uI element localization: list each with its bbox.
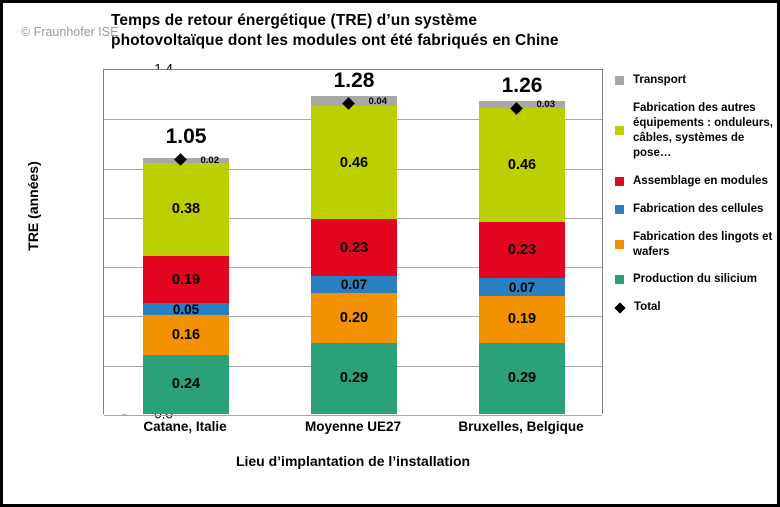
watermark: © Fraunhofer ISE [21,25,119,39]
plot-area: 0.02 0.38 0.19 0.05 0.16 0.24 1.05 0.04 0.46 0.23… [103,69,603,416]
legend-item[interactable]: Transport [615,73,777,88]
total-value-label: 1.26 [501,73,543,97]
x-axis-title: Lieu d’implantation de l’installation [235,453,471,469]
chart-title-line-1: Temps de retour énergétique (TRE) d’un s… [111,12,478,29]
legend-item[interactable]: Fabrication des autres équipements : ond… [615,101,777,161]
legend-swatch-icon [615,75,624,85]
y-axis-title: TRE (années) [25,161,41,251]
legend-swatch-icon [615,126,624,136]
legend-item-label: Fabrication des autres équipements : ond… [633,101,773,159]
bar-stack[interactable]: 0.02 0.38 0.19 0.05 0.16 0.24 1.05 [143,125,229,414]
x-axis-category-label: Bruxelles, Belgique [458,419,584,434]
legend-item[interactable]: Fabrication des lingots et wafers [615,230,777,260]
bar-segment[interactable]: 0.23 [479,221,565,279]
bar-segment[interactable]: 0.19 [143,256,229,304]
bar-segment[interactable]: 0.20 [311,293,397,343]
bar-segment[interactable]: 0.16 [143,315,229,355]
bar-segment[interactable]: 0.07 [479,278,565,296]
bar-segment[interactable]: 0.29 [479,342,565,414]
x-axis-category-label: Catane, Italie [143,419,227,434]
y-axis-tick-mark [122,414,127,415]
legend-swatch-icon [615,275,624,285]
legend-item[interactable]: Total [614,300,777,315]
chart-title-line-2: photovoltaïque dont les modules ont été … [111,32,559,50]
bar-segment[interactable]: 0.46 [479,108,565,222]
legend-item-label: Transport [633,74,687,86]
legend-diamond-icon [614,302,626,314]
legend-item[interactable]: Assemblage en modules [615,174,777,189]
legend-item-label: Production du silicium [633,273,757,286]
bar-segment[interactable]: 0.19 [479,295,565,343]
total-value-label: 1.05 [165,125,207,149]
chart-legend: Transport Fabrication des autres équipeme… [614,73,777,328]
legend-swatch-icon [615,240,624,249]
bar-segment[interactable]: 0.05 [143,302,229,317]
bar-segment[interactable]: 0.24 [143,354,229,414]
bar-segment[interactable]: 0.38 [143,162,229,257]
bar-stack[interactable]: 0.04 0.46 0.23 0.07 0.20 0.29 1.28 [311,69,397,414]
legend-item-label: Assemblage en modules [633,174,768,187]
legend-swatch-icon [615,176,624,186]
bar-segment[interactable]: 0.46 [311,106,397,220]
bar-stack[interactable]: 0.03 0.46 0.23 0.07 0.19 0.29 1.26 [479,74,565,414]
bar-segment[interactable]: 0.04 [311,96,397,107]
x-axis-category-label: Moyenne UE27 [304,419,402,434]
legend-item[interactable]: Production du silicium [615,272,777,287]
bar-segment[interactable]: 0.03 [479,99,565,110]
bar-segment[interactable]: 0.29 [311,342,397,414]
chart-title: Temps de retour énergétique (TRE) d’un s… [111,11,631,52]
gridline [104,415,602,416]
total-value-label: 1.28 [333,68,375,92]
legend-item-label: Fabrication des lingots et wafers [633,230,773,258]
legend-item[interactable]: Fabrication des cellules [615,202,777,217]
legend-item-label: Fabrication des cellules [633,202,764,215]
legend-item-label: Total [634,301,661,314]
bar-segment[interactable]: 0.07 [311,276,397,294]
legend-swatch-icon [615,204,624,214]
bar-segment[interactable]: 0.23 [311,219,397,277]
